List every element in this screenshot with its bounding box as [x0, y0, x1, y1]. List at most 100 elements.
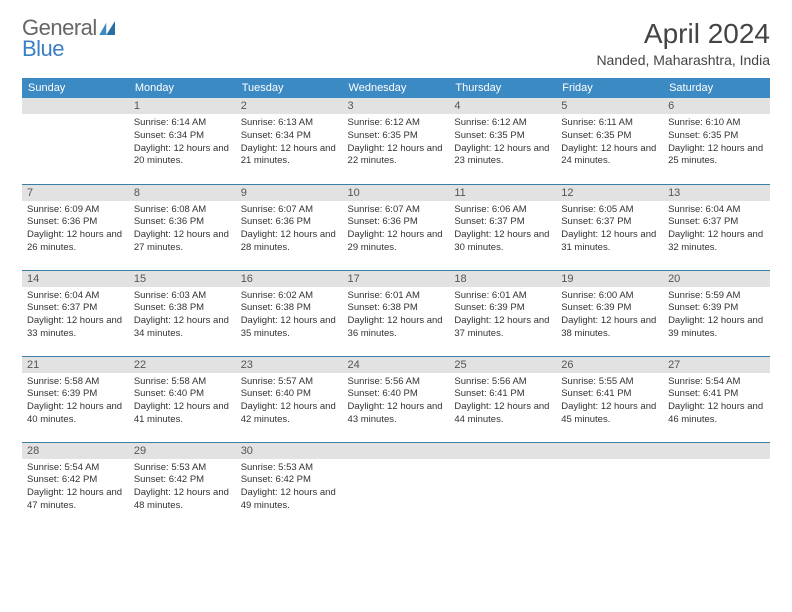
day-content: Sunrise: 6:08 AMSunset: 6:36 PMDaylight:… [129, 201, 236, 258]
calendar-cell: 14Sunrise: 6:04 AMSunset: 6:37 PMDayligh… [22, 270, 129, 356]
calendar-cell: 28Sunrise: 5:54 AMSunset: 6:42 PMDayligh… [22, 442, 129, 528]
header: GeneralBlue April 2024 Nanded, Maharasht… [22, 18, 770, 68]
calendar-cell: 29Sunrise: 5:53 AMSunset: 6:42 PMDayligh… [129, 442, 236, 528]
calendar-cell: 25Sunrise: 5:56 AMSunset: 6:41 PMDayligh… [449, 356, 556, 442]
logo-icon [99, 18, 117, 39]
calendar-head: SundayMondayTuesdayWednesdayThursdayFrid… [22, 78, 770, 98]
day-header: Friday [556, 78, 663, 98]
calendar-cell [449, 442, 556, 528]
calendar-cell: 6Sunrise: 6:10 AMSunset: 6:35 PMDaylight… [663, 98, 770, 184]
day-number: 6 [663, 98, 770, 114]
calendar-cell: 16Sunrise: 6:02 AMSunset: 6:38 PMDayligh… [236, 270, 343, 356]
calendar-cell: 3Sunrise: 6:12 AMSunset: 6:35 PMDaylight… [343, 98, 450, 184]
day-number: 18 [449, 271, 556, 287]
day-number: 29 [129, 443, 236, 459]
day-content: Sunrise: 6:10 AMSunset: 6:35 PMDaylight:… [663, 114, 770, 171]
calendar-cell: 26Sunrise: 5:55 AMSunset: 6:41 PMDayligh… [556, 356, 663, 442]
day-content: Sunrise: 6:04 AMSunset: 6:37 PMDaylight:… [663, 201, 770, 258]
day-number: 14 [22, 271, 129, 287]
calendar-cell: 8Sunrise: 6:08 AMSunset: 6:36 PMDaylight… [129, 184, 236, 270]
calendar-cell: 27Sunrise: 5:54 AMSunset: 6:41 PMDayligh… [663, 356, 770, 442]
day-content: Sunrise: 6:06 AMSunset: 6:37 PMDaylight:… [449, 201, 556, 258]
day-number: 9 [236, 185, 343, 201]
calendar-cell: 30Sunrise: 5:53 AMSunset: 6:42 PMDayligh… [236, 442, 343, 528]
calendar-cell: 19Sunrise: 6:00 AMSunset: 6:39 PMDayligh… [556, 270, 663, 356]
day-number: 2 [236, 98, 343, 114]
calendar-cell [556, 442, 663, 528]
day-content: Sunrise: 6:09 AMSunset: 6:36 PMDaylight:… [22, 201, 129, 258]
calendar-cell: 1Sunrise: 6:14 AMSunset: 6:34 PMDaylight… [129, 98, 236, 184]
day-content: Sunrise: 6:12 AMSunset: 6:35 PMDaylight:… [343, 114, 450, 171]
day-content: Sunrise: 6:07 AMSunset: 6:36 PMDaylight:… [236, 201, 343, 258]
day-number: 23 [236, 357, 343, 373]
day-content: Sunrise: 5:59 AMSunset: 6:39 PMDaylight:… [663, 287, 770, 344]
day-content: Sunrise: 6:05 AMSunset: 6:37 PMDaylight:… [556, 201, 663, 258]
day-number: 11 [449, 185, 556, 201]
day-number: 26 [556, 357, 663, 373]
calendar-cell: 15Sunrise: 6:03 AMSunset: 6:38 PMDayligh… [129, 270, 236, 356]
day-number-empty [22, 98, 129, 114]
day-header: Sunday [22, 78, 129, 98]
day-content: Sunrise: 5:58 AMSunset: 6:39 PMDaylight:… [22, 373, 129, 430]
calendar-cell: 9Sunrise: 6:07 AMSunset: 6:36 PMDaylight… [236, 184, 343, 270]
day-content: Sunrise: 6:00 AMSunset: 6:39 PMDaylight:… [556, 287, 663, 344]
day-content: Sunrise: 5:53 AMSunset: 6:42 PMDaylight:… [129, 459, 236, 516]
day-number: 30 [236, 443, 343, 459]
day-content: Sunrise: 6:12 AMSunset: 6:35 PMDaylight:… [449, 114, 556, 171]
title-block: April 2024 Nanded, Maharashtra, India [596, 18, 770, 68]
calendar-cell: 12Sunrise: 6:05 AMSunset: 6:37 PMDayligh… [556, 184, 663, 270]
calendar-table: SundayMondayTuesdayWednesdayThursdayFrid… [22, 78, 770, 528]
day-number-empty [556, 443, 663, 459]
day-number: 10 [343, 185, 450, 201]
day-number-empty [449, 443, 556, 459]
calendar-cell [343, 442, 450, 528]
calendar-cell: 17Sunrise: 6:01 AMSunset: 6:38 PMDayligh… [343, 270, 450, 356]
day-header: Tuesday [236, 78, 343, 98]
day-number: 21 [22, 357, 129, 373]
calendar-cell: 20Sunrise: 5:59 AMSunset: 6:39 PMDayligh… [663, 270, 770, 356]
day-content: Sunrise: 6:04 AMSunset: 6:37 PMDaylight:… [22, 287, 129, 344]
day-content: Sunrise: 5:57 AMSunset: 6:40 PMDaylight:… [236, 373, 343, 430]
day-number: 3 [343, 98, 450, 114]
day-content: Sunrise: 6:11 AMSunset: 6:35 PMDaylight:… [556, 114, 663, 171]
day-content: Sunrise: 6:01 AMSunset: 6:39 PMDaylight:… [449, 287, 556, 344]
logo-text-blue: Blue [22, 36, 64, 61]
day-number: 8 [129, 185, 236, 201]
day-content: Sunrise: 6:02 AMSunset: 6:38 PMDaylight:… [236, 287, 343, 344]
day-content: Sunrise: 6:01 AMSunset: 6:38 PMDaylight:… [343, 287, 450, 344]
day-content: Sunrise: 5:55 AMSunset: 6:41 PMDaylight:… [556, 373, 663, 430]
day-number-empty [343, 443, 450, 459]
calendar-body: 1Sunrise: 6:14 AMSunset: 6:34 PMDaylight… [22, 98, 770, 528]
calendar-cell: 5Sunrise: 6:11 AMSunset: 6:35 PMDaylight… [556, 98, 663, 184]
calendar-cell: 4Sunrise: 6:12 AMSunset: 6:35 PMDaylight… [449, 98, 556, 184]
day-number: 25 [449, 357, 556, 373]
calendar-cell: 10Sunrise: 6:07 AMSunset: 6:36 PMDayligh… [343, 184, 450, 270]
day-content: Sunrise: 5:54 AMSunset: 6:42 PMDaylight:… [22, 459, 129, 516]
day-number: 22 [129, 357, 236, 373]
day-number: 27 [663, 357, 770, 373]
day-number: 4 [449, 98, 556, 114]
day-number: 20 [663, 271, 770, 287]
day-number: 24 [343, 357, 450, 373]
day-content: Sunrise: 6:14 AMSunset: 6:34 PMDaylight:… [129, 114, 236, 171]
day-number-empty [663, 443, 770, 459]
day-content: Sunrise: 6:07 AMSunset: 6:36 PMDaylight:… [343, 201, 450, 258]
calendar-cell: 24Sunrise: 5:56 AMSunset: 6:40 PMDayligh… [343, 356, 450, 442]
day-number: 15 [129, 271, 236, 287]
calendar-cell: 21Sunrise: 5:58 AMSunset: 6:39 PMDayligh… [22, 356, 129, 442]
day-header: Thursday [449, 78, 556, 98]
calendar-cell [22, 98, 129, 184]
day-number: 17 [343, 271, 450, 287]
calendar-cell: 7Sunrise: 6:09 AMSunset: 6:36 PMDaylight… [22, 184, 129, 270]
day-number: 13 [663, 185, 770, 201]
day-header: Wednesday [343, 78, 450, 98]
day-content: Sunrise: 5:56 AMSunset: 6:40 PMDaylight:… [343, 373, 450, 430]
day-header: Saturday [663, 78, 770, 98]
day-content: Sunrise: 5:58 AMSunset: 6:40 PMDaylight:… [129, 373, 236, 430]
location: Nanded, Maharashtra, India [596, 52, 770, 68]
month-title: April 2024 [596, 18, 770, 50]
calendar-cell: 18Sunrise: 6:01 AMSunset: 6:39 PMDayligh… [449, 270, 556, 356]
day-number: 5 [556, 98, 663, 114]
calendar-cell: 2Sunrise: 6:13 AMSunset: 6:34 PMDaylight… [236, 98, 343, 184]
day-number: 12 [556, 185, 663, 201]
